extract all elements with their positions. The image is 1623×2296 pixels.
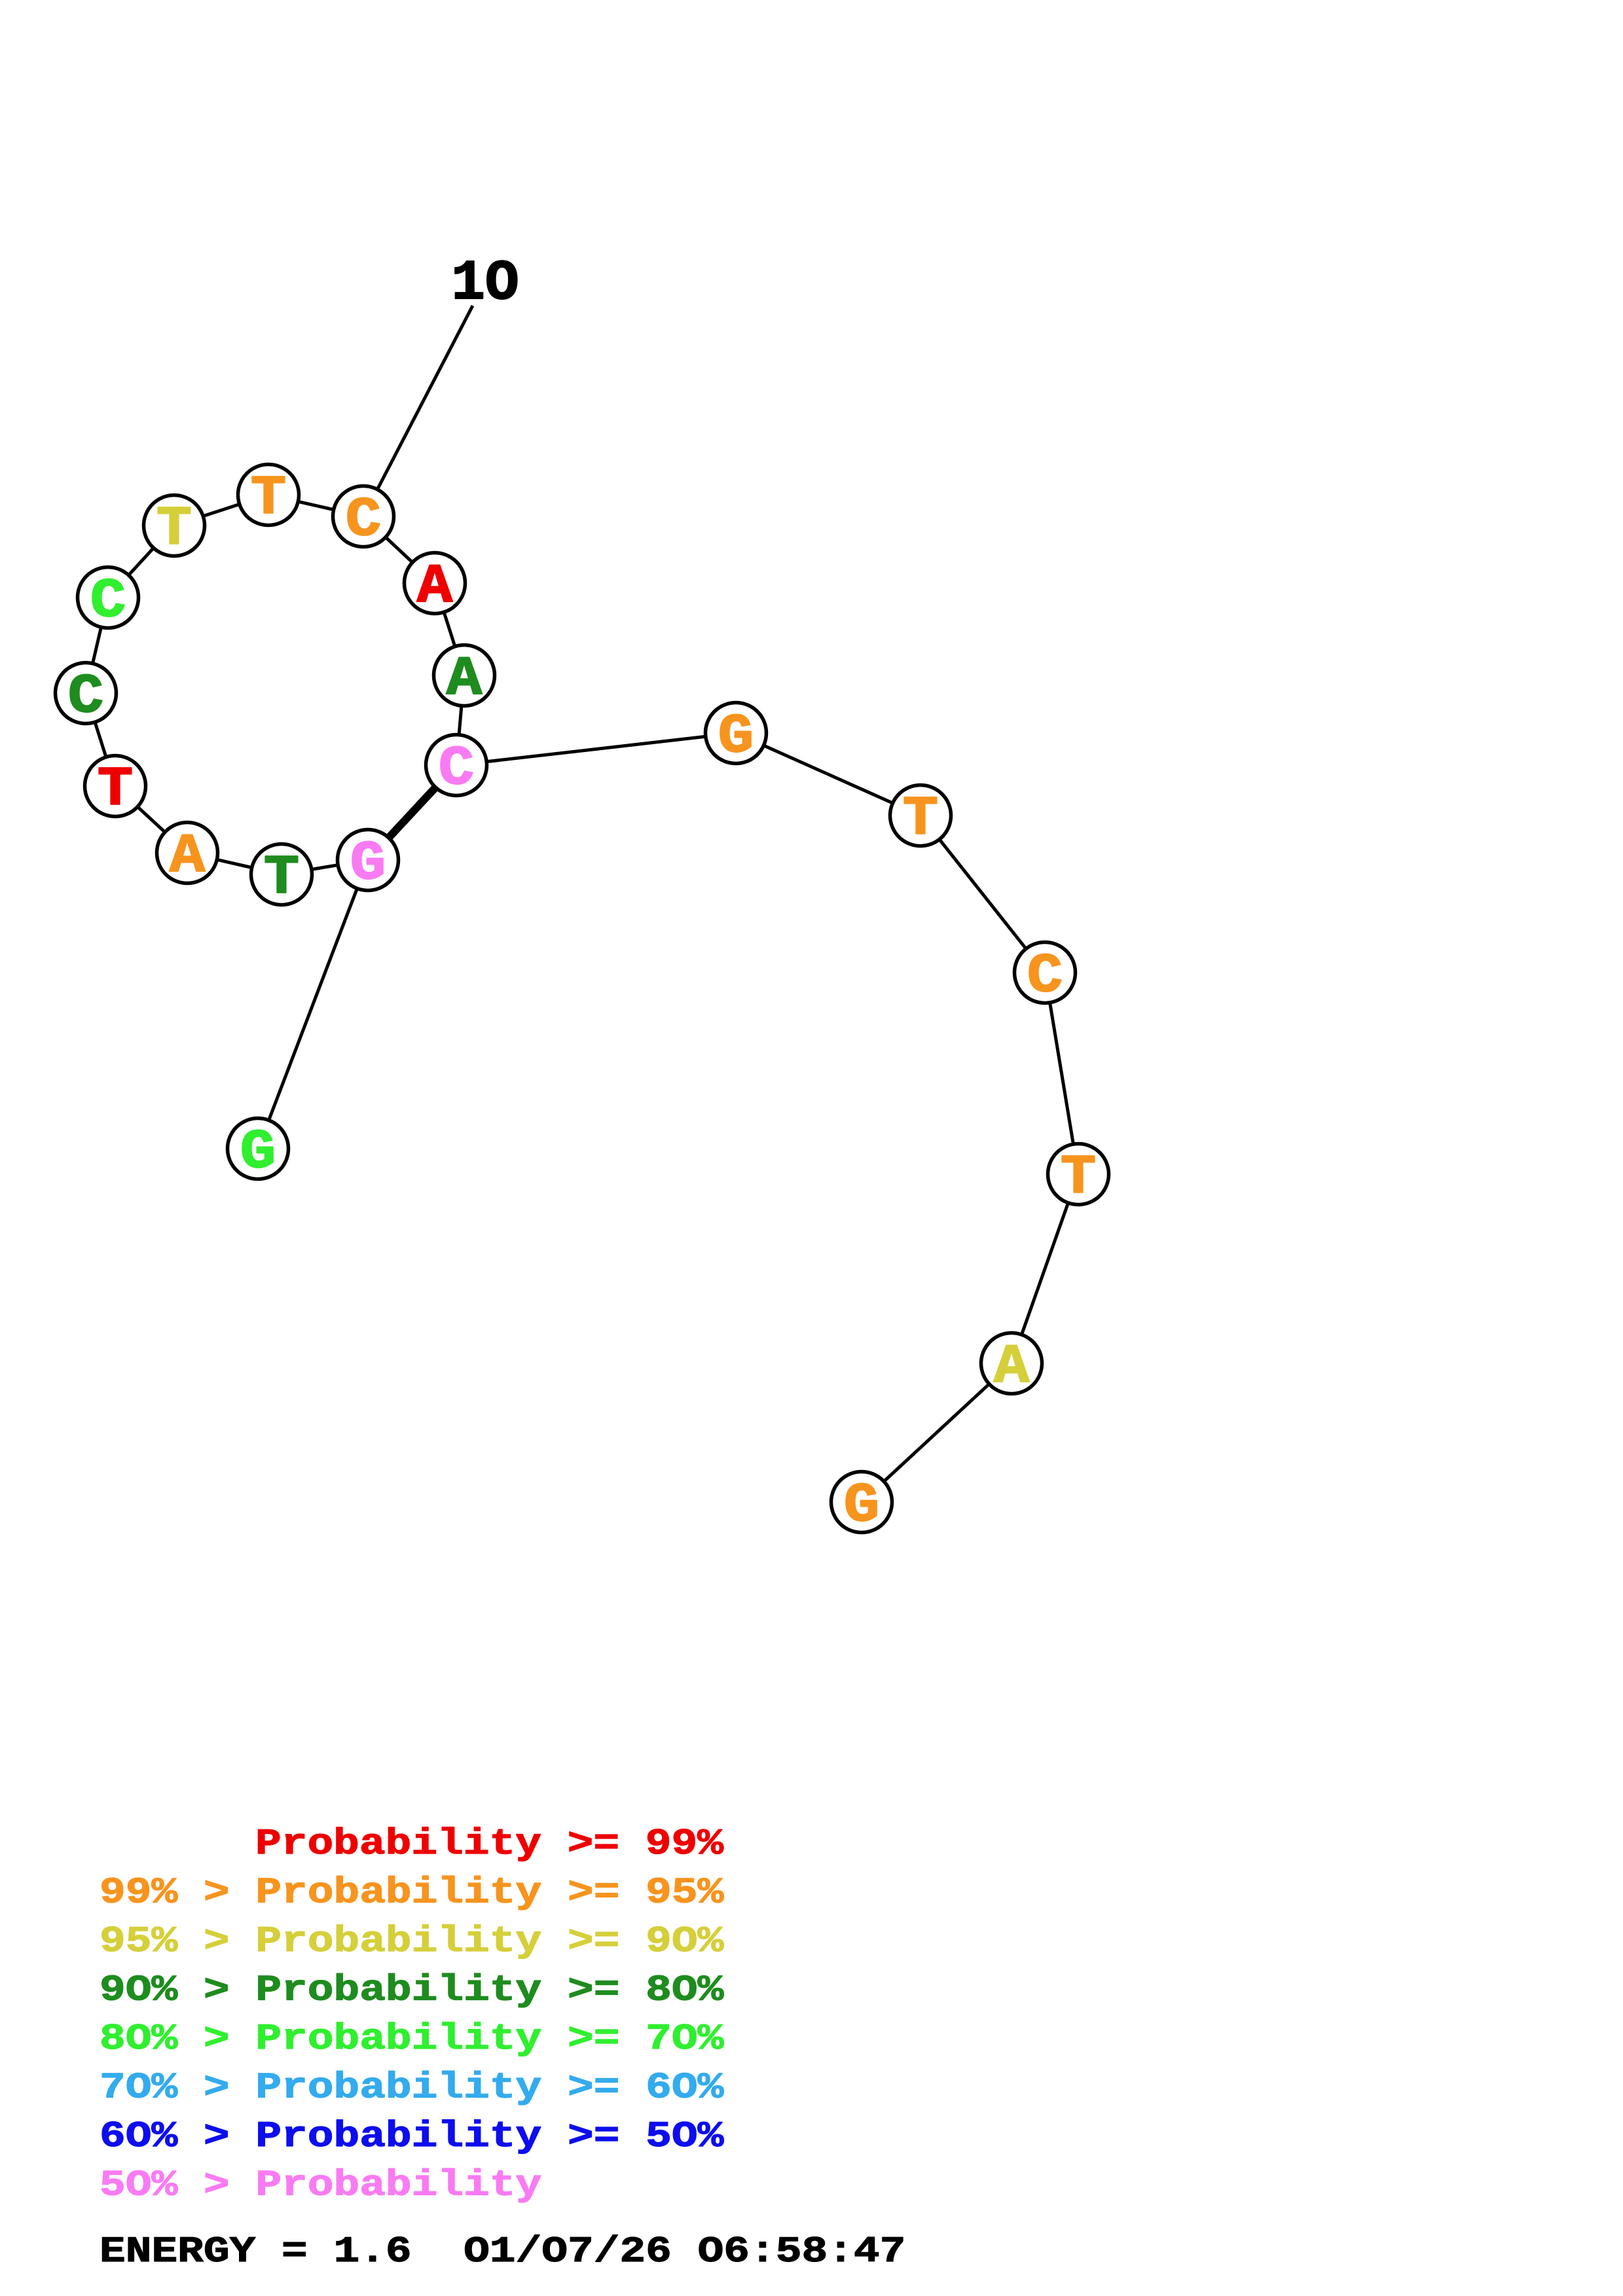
svg-text:7O% > Probability >= 6O%: 7O% > Probability >= 6O%: [100, 2068, 724, 2109]
svg-text:6O% > Probability >= 5O%: 6O% > Probability >= 5O%: [100, 2117, 724, 2158]
svg-text:G: G: [350, 833, 386, 895]
svg-text:A: A: [994, 1336, 1030, 1399]
svg-text:95% > Probability >= 9O%: 95% > Probability >= 9O%: [100, 1922, 724, 1963]
svg-text:G: G: [718, 706, 754, 768]
svg-text:99% > Probability >= 95%: 99% > Probability >= 95%: [100, 1873, 724, 1914]
svg-text:G: G: [240, 1122, 276, 1184]
svg-text:A: A: [417, 556, 453, 619]
svg-text:T: T: [156, 499, 192, 561]
svg-text:C: C: [90, 571, 126, 633]
svg-text:A: A: [170, 826, 206, 888]
svg-text:T: T: [1061, 1147, 1096, 1210]
svg-text:1O: 1O: [451, 251, 519, 315]
svg-text:Probability >= 99%: Probability >= 99%: [255, 1824, 723, 1865]
svg-text:C: C: [68, 666, 103, 728]
svg-text:T: T: [98, 759, 133, 821]
svg-text:C: C: [1027, 946, 1063, 1008]
svg-text:T: T: [264, 848, 299, 910]
svg-text:8O% > Probability >= 7O%: 8O% > Probability >= 7O%: [100, 2019, 724, 2060]
svg-text:5O% > Probability: 5O% > Probability: [100, 2165, 541, 2206]
svg-text:C: C: [439, 738, 474, 800]
svg-text:9O% > Probability >= 8O%: 9O% > Probability >= 8O%: [100, 1970, 724, 2011]
svg-text:C: C: [346, 490, 381, 552]
svg-text:G: G: [844, 1475, 879, 1537]
svg-text:ENERGY = 1.6 O1/O7/26 O6:58:4: ENERGY = 1.6 O1/O7/26 O6:58:47: [100, 2232, 905, 2273]
svg-text:T: T: [251, 468, 286, 530]
svg-text:A: A: [447, 649, 483, 711]
svg-text:T: T: [903, 789, 938, 851]
